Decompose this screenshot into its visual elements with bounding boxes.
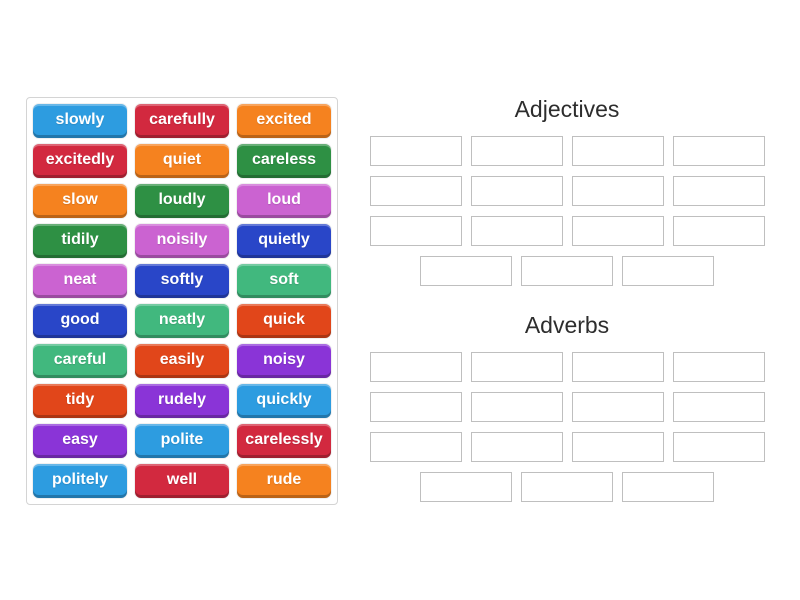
empty-drop-slot[interactable]: [420, 472, 512, 502]
empty-drop-slot[interactable]: [470, 432, 563, 462]
word-tile-tidy[interactable]: tidy: [33, 384, 127, 418]
empty-drop-slot[interactable]: [369, 432, 462, 462]
word-tile-carefully[interactable]: carefully: [135, 104, 229, 138]
word-tile-neatly[interactable]: neatly: [135, 304, 229, 338]
groups-panel: Adjectives Adverbs: [369, 94, 765, 502]
empty-drop-slot[interactable]: [571, 352, 664, 382]
word-tile-rudely[interactable]: rudely: [135, 384, 229, 418]
empty-drop-slot[interactable]: [369, 136, 462, 166]
word-tile-careful[interactable]: careful: [33, 344, 127, 378]
empty-drop-slot[interactable]: [622, 256, 714, 286]
adjectives-slots: [369, 136, 765, 286]
empty-drop-slot[interactable]: [369, 392, 462, 422]
slot-row: [369, 176, 765, 206]
word-tile-noisy[interactable]: noisy: [237, 344, 331, 378]
group-title-adverbs: Adverbs: [524, 312, 610, 338]
empty-drop-slot[interactable]: [521, 256, 613, 286]
word-tile-soft[interactable]: soft: [237, 264, 331, 298]
empty-drop-slot[interactable]: [369, 216, 462, 246]
empty-drop-slot[interactable]: [672, 176, 765, 206]
word-tile-politely[interactable]: politely: [33, 464, 127, 498]
word-tile-careless[interactable]: careless: [237, 144, 331, 178]
word-tile-easily[interactable]: easily: [135, 344, 229, 378]
empty-drop-slot[interactable]: [369, 176, 462, 206]
empty-drop-slot[interactable]: [369, 352, 462, 382]
empty-drop-slot[interactable]: [470, 352, 563, 382]
adverbs-slots: [369, 352, 765, 502]
slot-row: [369, 216, 765, 246]
slot-row: [369, 352, 765, 382]
empty-drop-slot[interactable]: [672, 432, 765, 462]
empty-drop-slot[interactable]: [571, 136, 664, 166]
word-tile-tidily[interactable]: tidily: [33, 224, 127, 258]
word-tile-quickly[interactable]: quickly: [237, 384, 331, 418]
empty-drop-slot[interactable]: [470, 216, 563, 246]
empty-drop-slot[interactable]: [470, 136, 563, 166]
word-tile-excitedly[interactable]: excitedly: [33, 144, 127, 178]
slot-row: [369, 472, 765, 502]
word-tile-carelessly[interactable]: carelessly: [237, 424, 331, 458]
word-tile-good[interactable]: good: [33, 304, 127, 338]
slot-row: [369, 432, 765, 462]
empty-drop-slot[interactable]: [470, 392, 563, 422]
empty-drop-slot[interactable]: [571, 216, 664, 246]
empty-drop-slot[interactable]: [571, 176, 664, 206]
word-tile-excited[interactable]: excited: [237, 104, 331, 138]
empty-drop-slot[interactable]: [622, 472, 714, 502]
word-tile-rude[interactable]: rude: [237, 464, 331, 498]
word-tile-neat[interactable]: neat: [33, 264, 127, 298]
word-tile-softly[interactable]: softly: [135, 264, 229, 298]
word-tile-polite[interactable]: polite: [135, 424, 229, 458]
word-tile-well[interactable]: well: [135, 464, 229, 498]
empty-drop-slot[interactable]: [571, 392, 664, 422]
word-tile-quietly[interactable]: quietly: [237, 224, 331, 258]
empty-drop-slot[interactable]: [672, 392, 765, 422]
empty-drop-slot[interactable]: [571, 432, 664, 462]
empty-drop-slot[interactable]: [420, 256, 512, 286]
slot-row: [369, 256, 765, 286]
word-tile-easy[interactable]: easy: [33, 424, 127, 458]
word-tile-loud[interactable]: loud: [237, 184, 331, 218]
group-adverbs: Adverbs: [369, 310, 765, 502]
empty-drop-slot[interactable]: [672, 216, 765, 246]
word-tile-slowly[interactable]: slowly: [33, 104, 127, 138]
word-tile-noisily[interactable]: noisily: [135, 224, 229, 258]
word-tile-slow[interactable]: slow: [33, 184, 127, 218]
empty-drop-slot[interactable]: [672, 136, 765, 166]
word-bank: slowly carefully excited excitedly quiet care…: [26, 97, 338, 505]
empty-drop-slot[interactable]: [672, 352, 765, 382]
group-adjectives: Adjectives: [369, 94, 765, 286]
word-tile-quiet[interactable]: quiet: [135, 144, 229, 178]
word-tile-loudly[interactable]: loudly: [135, 184, 229, 218]
empty-drop-slot[interactable]: [470, 176, 563, 206]
group-title-adjectives: Adjectives: [514, 96, 620, 122]
word-tile-quick[interactable]: quick: [237, 304, 331, 338]
slot-row: [369, 392, 765, 422]
empty-drop-slot[interactable]: [521, 472, 613, 502]
slot-row: [369, 136, 765, 166]
